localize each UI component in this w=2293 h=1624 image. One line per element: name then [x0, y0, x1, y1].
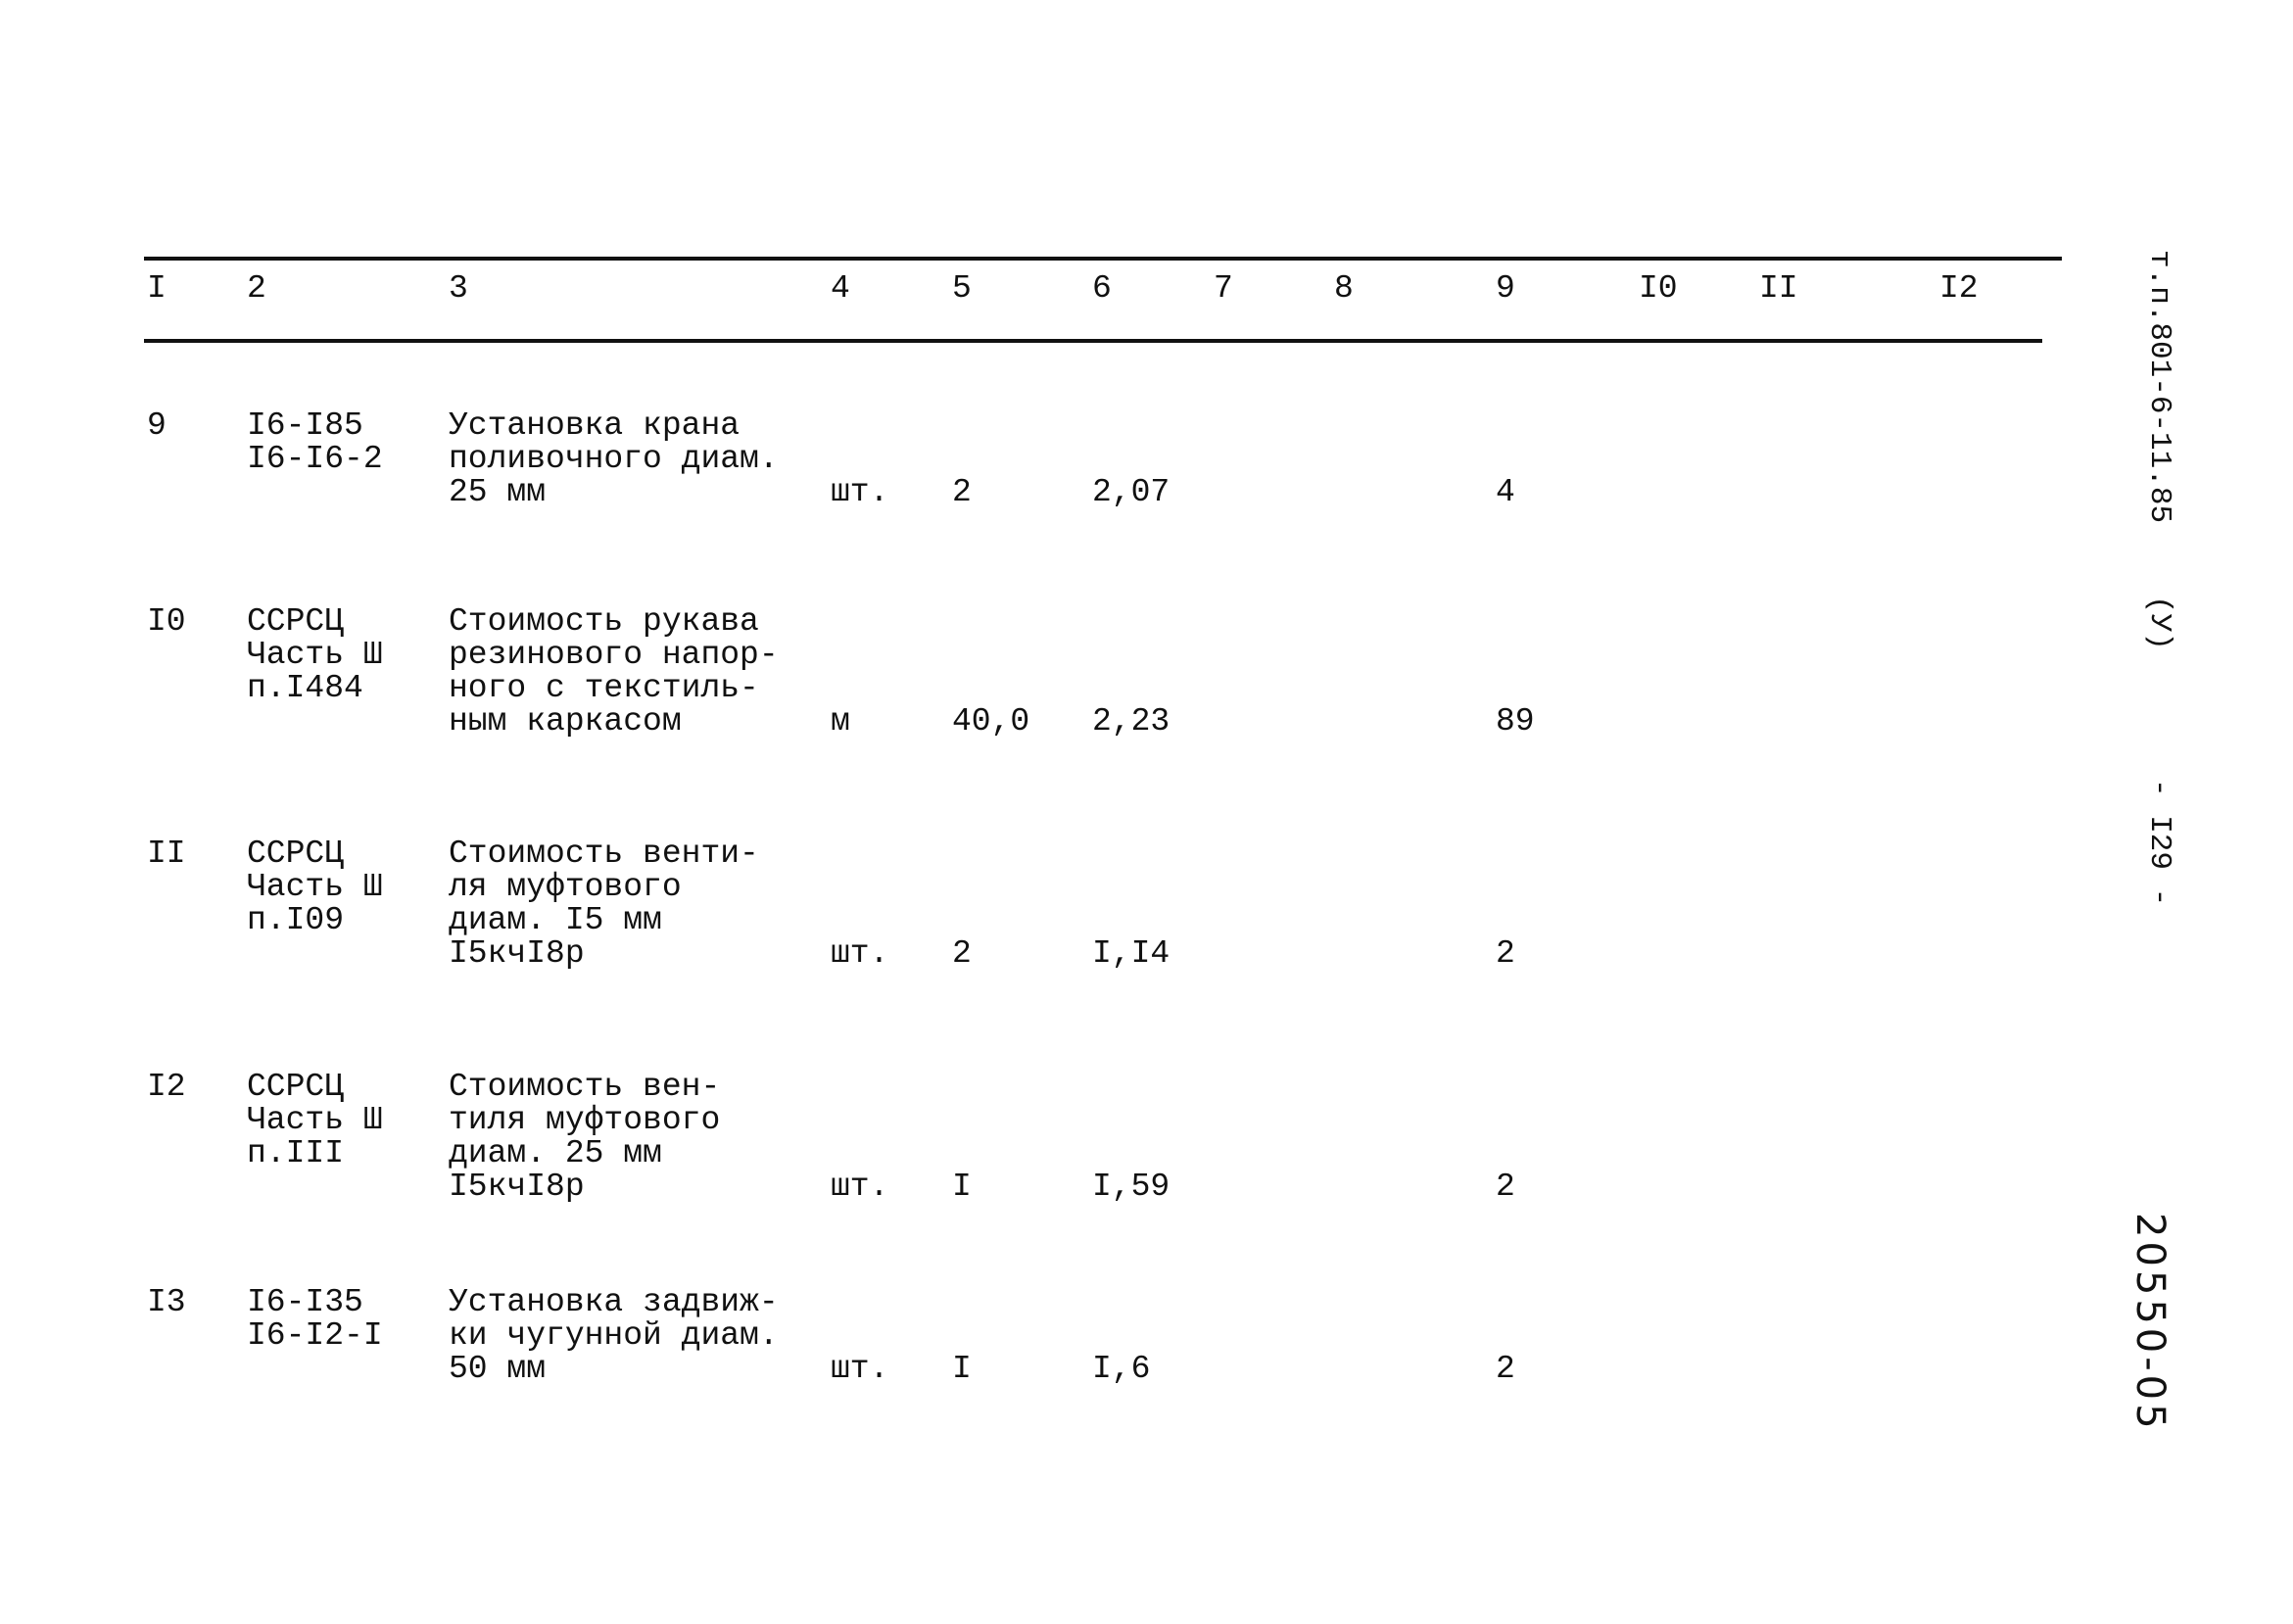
norm-reference: Часть Ш [247, 637, 383, 673]
column-header-12: I2 [1939, 270, 1979, 307]
quantity: 40,0 [952, 703, 1030, 740]
norm-reference: ССРСЦ [247, 836, 345, 872]
work-description: Установка задвиж- [449, 1284, 779, 1320]
column-header-8: 8 [1334, 270, 1354, 307]
column-header-5: 5 [952, 270, 972, 307]
norm-reference: I6-I85 [247, 407, 363, 444]
header-top-rule [144, 257, 2062, 261]
column-header-11: II [1759, 270, 1798, 307]
quantity: 2 [952, 474, 972, 510]
norm-reference: Часть Ш [247, 869, 383, 905]
total: 4 [1496, 474, 1515, 510]
work-description: диам. I5 мм [449, 902, 662, 938]
unit: шт. [831, 474, 889, 510]
total: 2 [1496, 935, 1515, 972]
norm-reference: ССРСЦ [247, 1069, 345, 1105]
norm-reference: п.III [247, 1135, 345, 1171]
row-number: I0 [147, 603, 186, 640]
work-description: ным каркасом [449, 703, 682, 740]
unit: шт. [831, 1351, 889, 1387]
norm-reference: п.I484 [247, 670, 363, 706]
work-description: Установка крана [449, 407, 740, 444]
header-bottom-rule [144, 339, 2042, 343]
norm-reference: Часть Ш [247, 1102, 383, 1138]
unit-price: I,6 [1092, 1351, 1151, 1387]
norm-reference: п.I09 [247, 902, 345, 938]
unit-price: I,I4 [1092, 935, 1170, 972]
column-header-9: 9 [1496, 270, 1515, 307]
norm-reference: ССРСЦ [247, 603, 345, 640]
work-description: Стоимость рукава [449, 603, 759, 640]
column-header-1: I [147, 270, 167, 307]
work-description: 50 мм [449, 1351, 547, 1387]
work-description: тиля муфтового [449, 1102, 721, 1138]
unit: шт. [831, 1169, 889, 1205]
column-header-7: 7 [1214, 270, 1233, 307]
row-number: II [147, 836, 186, 872]
row-number: 9 [147, 407, 167, 444]
column-header-10: I0 [1639, 270, 1678, 307]
norm-reference: I6-I2-I [247, 1317, 383, 1354]
column-header-4: 4 [831, 270, 850, 307]
work-description: ля муфтового [449, 869, 682, 905]
total: 2 [1496, 1351, 1515, 1387]
work-description: поливочного диам. [449, 441, 779, 477]
work-description: Стоимость венти- [449, 836, 759, 872]
unit-price: 2,07 [1092, 474, 1170, 510]
unit-price: I,59 [1092, 1169, 1170, 1205]
work-description: I5кчI8р [449, 935, 585, 972]
column-header-2: 2 [247, 270, 266, 307]
work-description: диам. 25 мм [449, 1135, 662, 1171]
row-number: I2 [147, 1069, 186, 1105]
work-description: ки чугунной диам. [449, 1317, 779, 1354]
total: 2 [1496, 1169, 1515, 1205]
norm-reference: I6-I35 [247, 1284, 363, 1320]
unit: м [831, 703, 850, 740]
column-header-6: 6 [1092, 270, 1112, 307]
total: 89 [1496, 703, 1535, 740]
volume-label: (У) [2142, 596, 2176, 650]
quantity: 2 [952, 935, 972, 972]
unit-price: 2,23 [1092, 703, 1170, 740]
work-description: ного с текстиль- [449, 670, 759, 706]
doc-code: т.п.801-6-11.85 [2142, 250, 2176, 524]
quantity: I [952, 1169, 972, 1205]
work-description: 25 мм [449, 474, 547, 510]
inventory-number: 20550-05 [2127, 1213, 2173, 1433]
page-number: - I29 - [2142, 779, 2176, 907]
work-description: резинового напор- [449, 637, 779, 673]
column-header-3: 3 [449, 270, 468, 307]
row-number: I3 [147, 1284, 186, 1320]
work-description: Стоимость вен- [449, 1069, 721, 1105]
norm-reference: I6-I6-2 [247, 441, 383, 477]
work-description: I5кчI8р [449, 1169, 585, 1205]
unit: шт. [831, 935, 889, 972]
quantity: I [952, 1351, 972, 1387]
